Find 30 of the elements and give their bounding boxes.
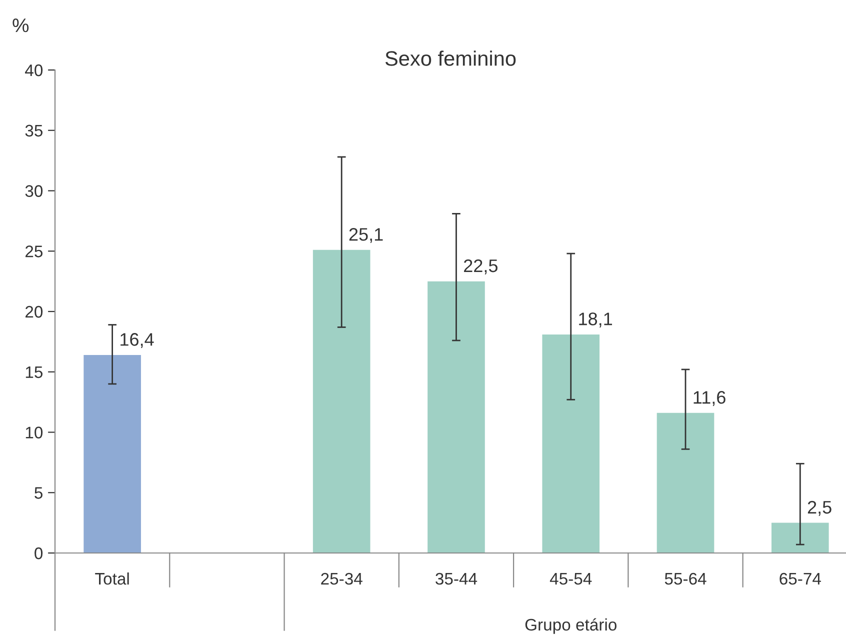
x-tick-label: 45-54 [550, 573, 592, 585]
x-tick-label: 35-44 [436, 572, 478, 585]
y-tick-label: 35 [25, 124, 42, 137]
y-tick-label: 30 [25, 185, 43, 197]
data-label: 2,5 [808, 500, 832, 516]
bar [542, 334, 600, 553]
y-tick-label: 10 [26, 426, 43, 438]
y-tick-label: 5 [34, 487, 42, 499]
y-tick-label: 20 [25, 306, 43, 318]
bar [656, 412, 714, 553]
chart-title: Sexo feminino [385, 50, 516, 66]
y-tick-label: 15 [26, 366, 42, 378]
x-tick-label: 25-34 [321, 572, 362, 585]
bar [84, 354, 141, 553]
y-axis-title: % [12, 18, 29, 32]
x-tick-label: 55-64 [664, 572, 706, 585]
data-label: 18,1 [579, 312, 612, 328]
x-axis-title: Grupo etário [525, 618, 616, 634]
x-tick-label: Total [95, 572, 129, 585]
data-label: 25,1 [349, 228, 383, 243]
bar [771, 522, 829, 553]
data-label: 16,4 [120, 333, 154, 348]
data-label: 22,5 [464, 259, 498, 274]
y-tick-label: 40 [25, 64, 43, 76]
x-tick-label: 65-74 [780, 572, 821, 585]
y-tick-label: 0 [34, 547, 43, 560]
data-label: 11,6 [694, 391, 726, 406]
bar [428, 281, 485, 553]
bar [312, 250, 370, 553]
y-tick-label: 25 [25, 246, 42, 258]
